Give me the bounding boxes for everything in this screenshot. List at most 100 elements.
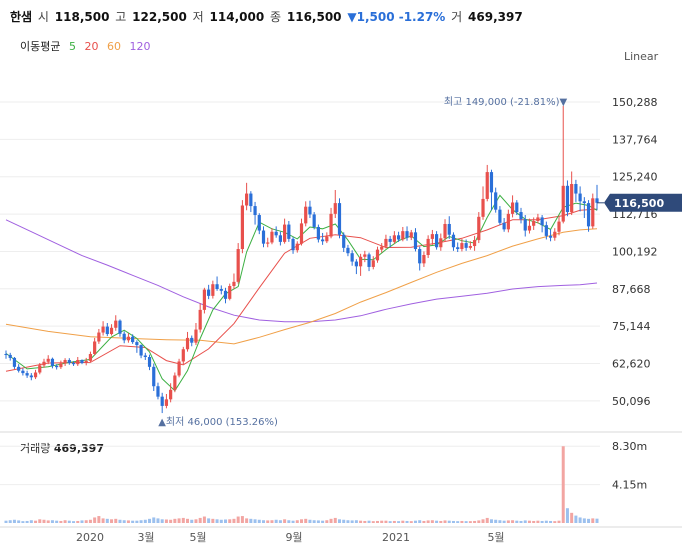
volume-bar — [503, 521, 506, 523]
volume-bar — [325, 520, 328, 523]
candle-body — [190, 338, 193, 343]
candle-body — [443, 224, 446, 238]
candle-body — [515, 203, 518, 213]
current-price-tag-text: 116,500 — [614, 197, 664, 210]
volume-bar — [444, 520, 447, 523]
candle-body — [507, 214, 510, 230]
candle-body — [536, 217, 539, 221]
candle-body — [135, 342, 138, 345]
candle-body — [431, 234, 434, 239]
volume-bar — [384, 521, 387, 523]
candle-body — [262, 231, 265, 244]
candle-body — [249, 194, 252, 207]
volume-bar — [110, 519, 113, 523]
candle-body — [304, 207, 307, 224]
volume-bar — [76, 521, 79, 523]
candle-body — [532, 221, 535, 226]
candle-body — [80, 360, 83, 363]
candle-body — [587, 203, 590, 226]
candle-body — [397, 235, 400, 239]
candle-body — [253, 206, 256, 215]
candle-body — [393, 235, 396, 242]
candle-body — [59, 364, 62, 368]
volume-bar — [237, 517, 240, 523]
volume-bar — [418, 520, 421, 523]
candle-body — [460, 243, 463, 249]
candle-body — [68, 360, 71, 363]
volume-bar — [486, 518, 489, 523]
candle-body — [435, 234, 438, 247]
volume-bar — [21, 521, 24, 523]
volume-bar — [279, 520, 282, 523]
volume-bar — [190, 520, 193, 523]
volume-bar — [258, 520, 261, 523]
volume-bar — [26, 521, 29, 523]
volume-bar — [553, 521, 556, 523]
volume-bar — [574, 516, 577, 523]
candle-body — [524, 219, 527, 230]
volume-bar — [220, 520, 223, 523]
candle-body — [338, 203, 341, 235]
volume-bar — [435, 521, 438, 523]
candle-body — [131, 337, 134, 342]
volume-bar — [410, 521, 413, 523]
volume-bar — [524, 520, 527, 523]
candle-body — [144, 356, 147, 357]
price-tick-label: 75,144 — [612, 320, 651, 333]
x-tick-label: 2021 — [382, 531, 410, 544]
candle-body — [562, 186, 565, 222]
volume-bar — [42, 520, 45, 523]
volume-bar — [482, 519, 485, 523]
candle-body — [114, 321, 117, 328]
volume-bar — [186, 519, 189, 523]
volume-bar — [182, 518, 185, 523]
candle-body — [89, 354, 92, 361]
candle-body — [270, 232, 273, 243]
max-price-annotation: 최고 149,000 (-21.81%)▼ — [444, 96, 568, 108]
volume-bar — [135, 521, 138, 523]
volume-bar — [144, 520, 147, 523]
volume-bar — [161, 519, 164, 523]
volume-bar — [465, 521, 468, 523]
candle-body — [545, 225, 548, 236]
candle-body — [207, 290, 210, 296]
candle-body — [498, 210, 501, 223]
volume-bar — [520, 521, 523, 523]
volume-tick-label: 8.30m — [612, 440, 647, 453]
volume-bar — [549, 521, 552, 523]
candle-body — [123, 334, 126, 341]
price-tick-label: 100,192 — [612, 245, 658, 258]
volume-bar — [118, 520, 121, 523]
candle-body — [127, 337, 130, 341]
candle-body — [215, 284, 218, 289]
volume-bar — [102, 518, 105, 523]
candle-body — [232, 282, 235, 286]
candle-body — [55, 366, 58, 367]
volume-bar — [338, 519, 341, 523]
volume-bar — [583, 518, 586, 523]
candle-body — [64, 360, 67, 364]
candle-body — [93, 341, 96, 354]
volume-bar — [532, 521, 535, 523]
volume-bar — [342, 520, 345, 523]
candle-body — [21, 371, 24, 373]
volume-bar — [140, 520, 143, 523]
candle-body — [439, 238, 442, 247]
candle-body — [329, 214, 332, 237]
candle-body — [34, 373, 37, 378]
volume-bar — [528, 521, 531, 523]
candle-body — [9, 355, 12, 358]
candle-body — [595, 198, 598, 202]
candle-body — [279, 235, 282, 242]
volume-bar — [511, 520, 514, 523]
volume-bar — [51, 520, 54, 523]
volume-bar — [47, 520, 50, 523]
volume-bar — [376, 521, 379, 523]
price-tick-label: 150,288 — [612, 96, 658, 109]
candle-body — [30, 375, 33, 377]
volume-bar — [59, 521, 62, 523]
volume-bar — [545, 521, 548, 523]
volume-bar — [148, 519, 151, 523]
candle-body — [317, 227, 320, 240]
